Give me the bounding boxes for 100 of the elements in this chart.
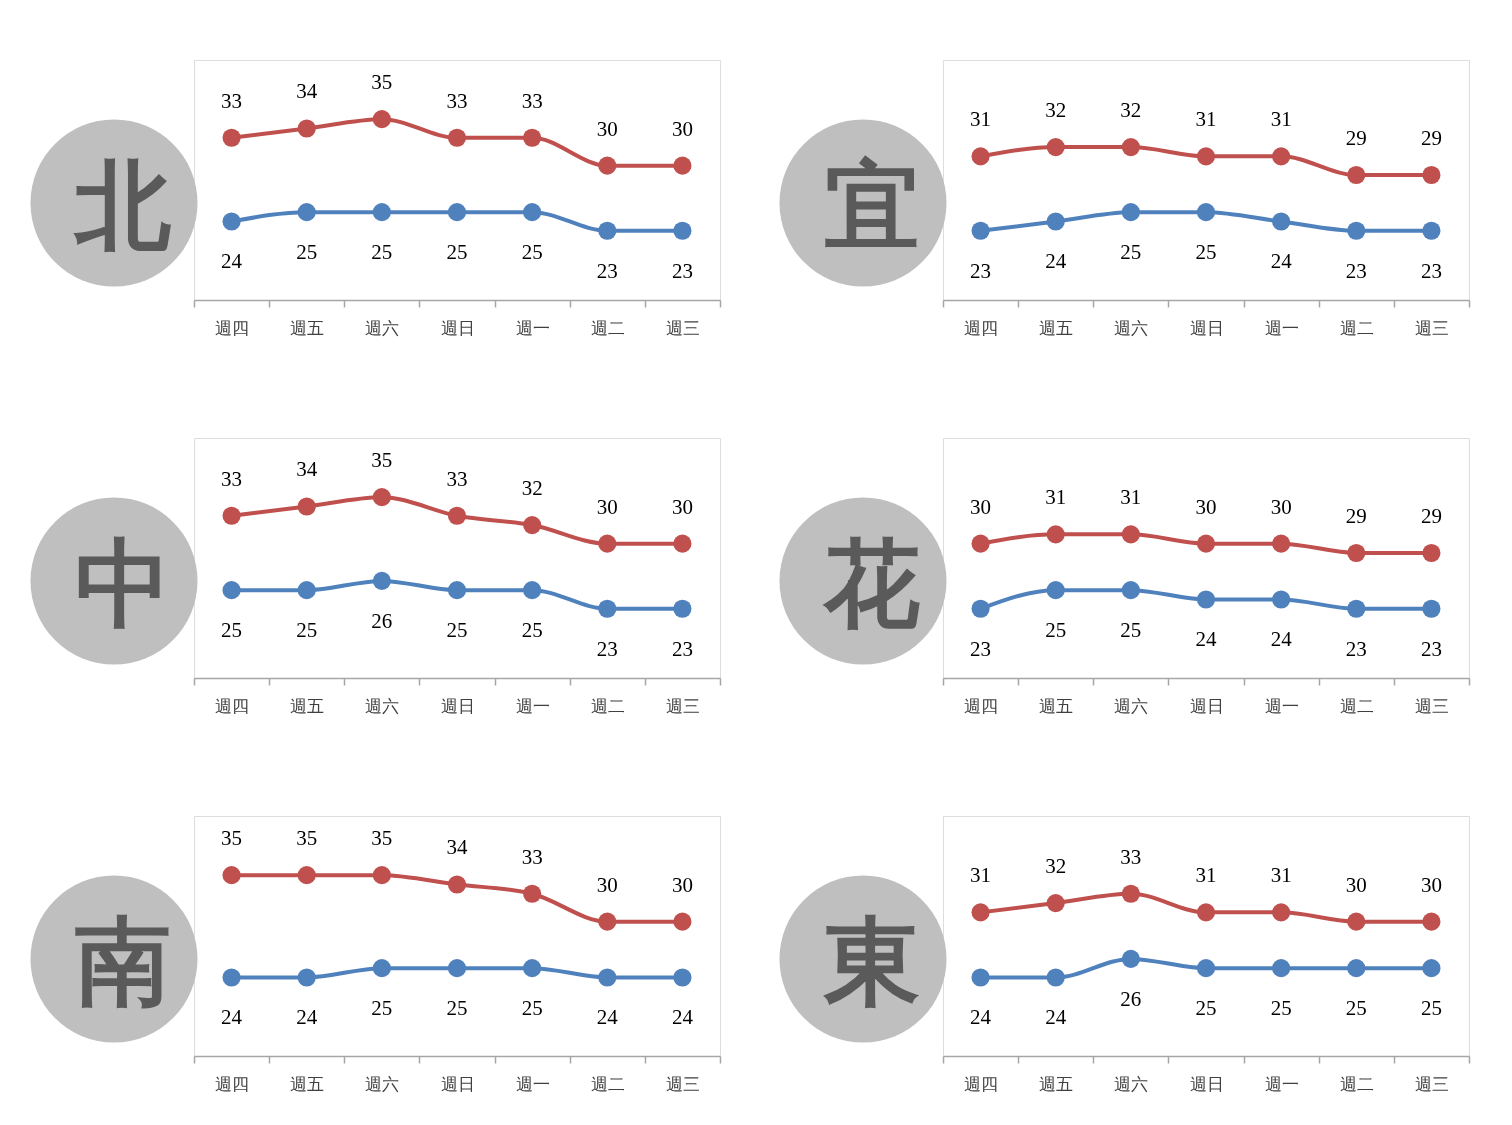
data-label: 30	[1420, 872, 1442, 897]
data-label: 29	[1345, 503, 1367, 528]
data-label: 32	[1045, 854, 1067, 879]
x-tick-label: 週日	[1189, 696, 1224, 716]
data-label: 23	[1420, 636, 1442, 661]
data-label: 31	[1195, 863, 1217, 888]
data-label: 33	[446, 466, 468, 491]
data-label: 34	[446, 835, 468, 860]
data-label: 30	[671, 116, 693, 141]
point	[222, 866, 241, 885]
data-label: 33	[221, 88, 243, 113]
data-label: 31	[970, 107, 992, 132]
data-label: 33	[221, 466, 243, 491]
point	[297, 119, 316, 138]
point	[222, 128, 241, 147]
x-tick-label: 週三	[1414, 696, 1449, 716]
data-label: 35	[371, 826, 393, 851]
data-label: 24	[221, 249, 243, 274]
data-label: 25	[1270, 996, 1292, 1021]
data-label: 30	[1270, 494, 1292, 519]
point	[1121, 203, 1140, 222]
point	[1347, 543, 1366, 563]
point	[598, 221, 617, 240]
x-tick-label: 週四	[964, 696, 999, 716]
data-label: 25	[446, 240, 468, 265]
data-label: 25	[1345, 996, 1367, 1021]
chart-title: 東	[823, 906, 920, 1018]
data-label: 31	[1270, 863, 1292, 888]
data-label: 29	[1420, 503, 1442, 528]
chart-title: 宜	[824, 150, 920, 262]
point	[523, 128, 542, 147]
x-tick-label: 週四	[215, 1074, 250, 1094]
data-label: 24	[1195, 627, 1217, 652]
x-tick-label: 週四	[964, 1074, 999, 1094]
data-label: 24	[970, 1005, 992, 1030]
x-tick-label: 週一	[1264, 1074, 1299, 1094]
data-label: 23	[671, 258, 693, 283]
data-label: 23	[1345, 636, 1367, 661]
x-tick-label: 週日	[440, 318, 475, 338]
x-tick-label: 週二	[1339, 1074, 1374, 1094]
data-label: 35	[221, 826, 243, 851]
data-label: 23	[596, 258, 618, 283]
data-label: 23	[1420, 258, 1442, 283]
x-tick-label: 週六	[365, 1074, 400, 1094]
point	[222, 968, 241, 987]
x-tick-label: 週二	[590, 318, 625, 338]
point	[222, 212, 241, 231]
point	[1272, 212, 1291, 231]
data-label: 31	[970, 863, 992, 888]
x-tick-label: 週三	[665, 318, 700, 338]
point	[297, 581, 316, 600]
x-tick-label: 週日	[1189, 1074, 1224, 1094]
data-label: 24	[296, 1005, 318, 1030]
point	[971, 903, 990, 922]
point	[971, 147, 990, 166]
data-label: 32	[1120, 98, 1142, 123]
point	[1272, 903, 1291, 922]
x-tick-label: 週六	[365, 696, 400, 716]
point	[971, 221, 990, 240]
chart-title: 南	[75, 906, 171, 1018]
point	[1196, 147, 1216, 166]
x-tick-label: 週一	[515, 696, 550, 716]
data-label: 25	[521, 240, 543, 265]
point	[1422, 165, 1441, 185]
x-tick-label: 週五	[290, 696, 325, 716]
x-tick-label: 週四	[215, 318, 250, 338]
data-label: 33	[1120, 844, 1142, 869]
point	[372, 110, 391, 129]
data-label: 30	[1195, 494, 1217, 519]
data-label: 25	[1120, 240, 1142, 265]
point	[447, 128, 467, 147]
data-label: 24	[671, 1005, 694, 1030]
point	[598, 156, 617, 175]
x-tick-label: 週五	[290, 318, 325, 338]
point	[1046, 138, 1065, 157]
chart-title: 北	[73, 150, 171, 262]
data-label: 25	[446, 618, 468, 643]
point	[447, 959, 467, 978]
point	[673, 912, 692, 931]
x-tick-label: 週六	[1114, 1074, 1149, 1094]
x-tick-label: 週三	[1414, 1074, 1449, 1094]
point	[297, 968, 316, 987]
data-label: 25	[521, 996, 543, 1021]
x-tick-label: 週六	[1114, 696, 1149, 716]
data-label: 23	[1345, 258, 1367, 283]
chart-title: 花	[822, 528, 920, 640]
data-label: 23	[970, 258, 992, 283]
point	[673, 534, 692, 553]
data-label: 34	[296, 457, 318, 482]
point	[523, 959, 542, 978]
data-label: 25	[296, 618, 318, 643]
data-label: 23	[970, 636, 992, 661]
point	[971, 968, 990, 987]
data-label: 30	[596, 872, 618, 897]
point	[1121, 525, 1140, 544]
x-tick-label: 週六	[1114, 318, 1149, 338]
point	[523, 884, 542, 903]
point	[447, 506, 467, 525]
point	[1121, 949, 1140, 968]
point	[1422, 221, 1441, 240]
